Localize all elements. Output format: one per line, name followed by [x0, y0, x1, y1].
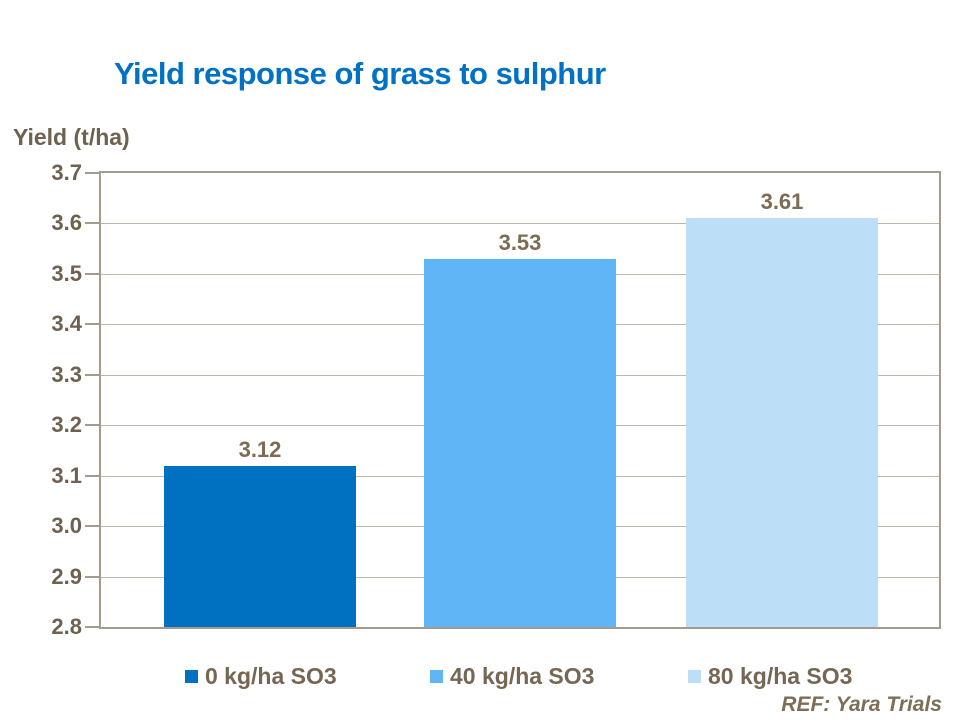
reference-note: REF: Yara Trials — [781, 693, 942, 716]
y-tick-mark — [85, 172, 99, 174]
legend-item-0-kg-ha-so3: 0 kg/ha SO3 — [185, 663, 337, 689]
legend-label: 80 kg/ha SO3 — [708, 662, 853, 689]
y-tick-label: 3.1 — [51, 462, 82, 488]
chart-title: Yield response of grass to sulphur — [114, 56, 606, 91]
y-tick-mark — [85, 424, 99, 427]
y-tick-label: 3.3 — [51, 361, 82, 387]
y-tick-mark — [85, 373, 99, 376]
y-tick-mark — [85, 272, 99, 275]
y-tick-mark — [85, 575, 99, 578]
y-tick-label: 2.9 — [51, 563, 82, 589]
bar-value-label: 3.12 — [238, 436, 282, 462]
bar-0-kg-ha-so3 — [164, 465, 356, 627]
bar-value-label: 3.53 — [498, 229, 542, 255]
legend-swatch-icon — [688, 669, 701, 683]
y-tick-mark — [85, 626, 99, 628]
y-tick-label: 3.0 — [51, 513, 82, 539]
y-tick-mark — [85, 222, 99, 225]
legend-item-80-kg-ha-so3: 80 kg/ha SO3 — [688, 663, 852, 689]
y-tick-mark — [85, 474, 99, 477]
y-tick-label: 3.7 — [51, 160, 82, 185]
bar-40-kg-ha-so3 — [424, 258, 616, 627]
y-tick-label: 2.8 — [51, 614, 82, 639]
gridline — [101, 223, 939, 225]
y-tick-mark — [85, 525, 99, 528]
legend-label: 0 kg/ha SO3 — [205, 662, 337, 689]
y-axis-title: Yield (t/ha) — [13, 124, 130, 150]
legend-label: 40 kg/ha SO3 — [450, 662, 595, 689]
plot-area — [99, 171, 941, 629]
y-tick-label: 3.6 — [51, 210, 82, 236]
y-tick-label: 3.4 — [51, 311, 82, 337]
y-tick-label: 3.2 — [51, 412, 82, 438]
y-tick-label: 3.5 — [51, 260, 82, 286]
bar-value-label: 3.61 — [760, 189, 804, 215]
bar-80-kg-ha-so3 — [686, 218, 878, 627]
y-tick-mark — [85, 323, 99, 326]
legend-swatch-icon — [430, 669, 443, 683]
legend-swatch-icon — [185, 669, 198, 683]
legend-item-40-kg-ha-so3: 40 kg/ha SO3 — [430, 663, 594, 689]
